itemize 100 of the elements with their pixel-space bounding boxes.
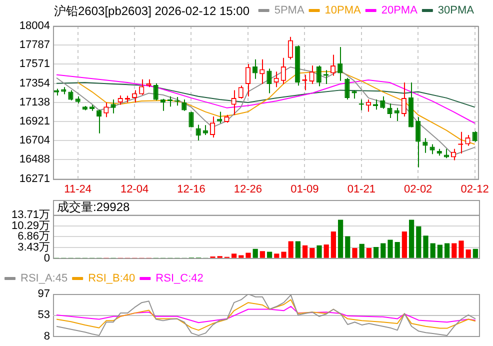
bar bbox=[260, 251, 266, 258]
bar bbox=[388, 240, 393, 258]
candlestick bbox=[274, 71, 279, 88]
candlestick bbox=[217, 111, 222, 124]
x-tick-label: 11-24 bbox=[64, 183, 92, 196]
bar bbox=[416, 226, 422, 258]
candlestick bbox=[430, 144, 435, 155]
y-tick-label: 16488 bbox=[19, 154, 50, 166]
candlestick bbox=[288, 36, 294, 60]
candlestick bbox=[139, 78, 144, 96]
bar bbox=[408, 220, 414, 258]
bar bbox=[330, 231, 336, 258]
candlestick bbox=[167, 96, 173, 108]
candlestick bbox=[160, 98, 166, 112]
legend-label: RSI_C:42 bbox=[156, 272, 204, 285]
legend-label: 30PMA bbox=[438, 4, 475, 17]
bar bbox=[274, 254, 280, 258]
candlestick bbox=[153, 82, 158, 101]
bar bbox=[302, 245, 308, 258]
candlestick bbox=[330, 54, 336, 76]
y-tick-label: 16921 bbox=[19, 116, 50, 128]
candlestick bbox=[238, 85, 244, 100]
x-tick-label: 01-21 bbox=[347, 183, 376, 196]
candlestick bbox=[104, 102, 109, 118]
candlestick bbox=[444, 148, 450, 159]
bar bbox=[288, 241, 294, 258]
candlestick bbox=[401, 82, 406, 117]
y-tick-label: 17571 bbox=[19, 58, 50, 70]
bar bbox=[472, 248, 478, 258]
legend-label: 5PMA bbox=[274, 4, 305, 17]
bar bbox=[430, 243, 436, 258]
bar bbox=[380, 243, 386, 258]
bar bbox=[281, 252, 286, 258]
bar bbox=[437, 244, 443, 258]
bar bbox=[423, 236, 428, 258]
bar bbox=[266, 252, 272, 258]
y-tick-label: 17354 bbox=[19, 77, 50, 90]
candlestick bbox=[465, 134, 470, 146]
candlestick bbox=[231, 90, 236, 116]
bar bbox=[452, 243, 457, 258]
x-tick-label: 12-04 bbox=[120, 183, 149, 196]
candlestick bbox=[110, 98, 116, 114]
x-tick-label: 12-16 bbox=[177, 183, 206, 196]
bar bbox=[466, 250, 471, 258]
y-tick-label: 0 bbox=[44, 252, 50, 264]
candlestick bbox=[316, 65, 322, 87]
candlestick bbox=[196, 124, 201, 142]
bar bbox=[324, 244, 329, 258]
bar bbox=[231, 254, 237, 258]
candlestick bbox=[338, 46, 343, 82]
bar bbox=[316, 245, 322, 258]
text: 成交量:29928 bbox=[57, 200, 130, 214]
bar bbox=[238, 255, 244, 258]
bar bbox=[444, 243, 450, 258]
y-tick-label: 53 bbox=[38, 308, 50, 321]
candlestick bbox=[68, 90, 74, 101]
legend-label: 10PMA bbox=[324, 4, 362, 17]
y-tick-label: 10.29万 bbox=[11, 220, 50, 232]
x-tick-label: 12-26 bbox=[234, 183, 262, 196]
y-tick-label: 13.71万 bbox=[11, 209, 50, 222]
bar bbox=[373, 247, 379, 258]
candlestick bbox=[380, 96, 386, 110]
y-tick-label: 8 bbox=[44, 330, 50, 342]
candlestick bbox=[309, 65, 314, 85]
bar bbox=[252, 248, 258, 258]
bar bbox=[310, 248, 315, 258]
y-tick-label: 97 bbox=[38, 288, 50, 300]
x-tick-label: 02-02 bbox=[404, 183, 432, 196]
candlestick bbox=[132, 90, 138, 104]
bar bbox=[366, 248, 372, 258]
legend-label: RSI_B:40 bbox=[88, 272, 136, 285]
candlestick bbox=[260, 58, 265, 85]
bar bbox=[338, 220, 344, 258]
y-tick-label: 18004 bbox=[19, 20, 50, 32]
legend-label: 20PMA bbox=[381, 4, 418, 17]
bar bbox=[352, 248, 358, 258]
x-tick-label: 01-09 bbox=[290, 183, 319, 196]
candlestick bbox=[210, 116, 216, 138]
y-tick-label: 17138 bbox=[19, 96, 50, 108]
candlestick bbox=[118, 94, 123, 106]
bar bbox=[345, 236, 350, 258]
candlestick bbox=[280, 57, 286, 85]
y-tick-label: 17787 bbox=[19, 39, 50, 52]
bar bbox=[246, 252, 251, 258]
y-tick-label: 6.86万 bbox=[18, 230, 50, 243]
legend-label: RSI_A:45 bbox=[20, 272, 68, 285]
bar bbox=[295, 241, 301, 258]
candlestick bbox=[344, 77, 350, 100]
y-tick-label: 16704 bbox=[19, 134, 50, 147]
bar bbox=[359, 244, 364, 258]
candlestick bbox=[266, 68, 272, 94]
candlestick bbox=[96, 109, 102, 134]
y-tick-label: 3.43万 bbox=[18, 242, 50, 254]
candlestick bbox=[387, 103, 392, 118]
candlestick bbox=[202, 124, 208, 136]
candlestick bbox=[245, 64, 251, 97]
bar bbox=[402, 231, 408, 258]
chart-title: 沪铅2603[pb2603] 2026-02-12 15:00 bbox=[54, 3, 250, 20]
candlestick bbox=[252, 58, 258, 80]
bar bbox=[394, 242, 400, 258]
